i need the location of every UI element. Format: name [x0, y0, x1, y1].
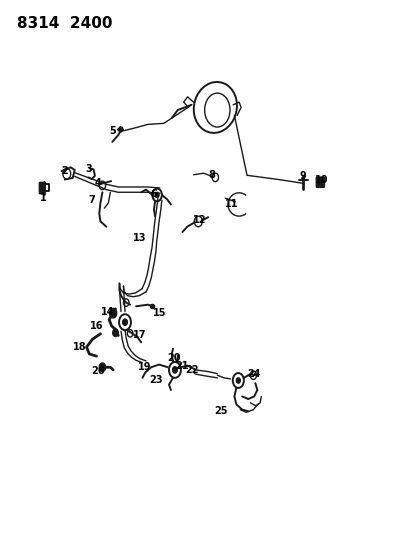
Text: 9: 9 [299, 172, 306, 181]
Circle shape [99, 363, 106, 372]
Text: 11: 11 [225, 199, 239, 209]
Text: 14: 14 [101, 306, 115, 317]
Circle shape [122, 319, 127, 325]
Text: 4: 4 [95, 177, 102, 188]
Text: 22: 22 [185, 365, 198, 375]
Text: 17: 17 [132, 330, 146, 341]
Text: 12: 12 [193, 215, 206, 225]
Text: 20: 20 [167, 353, 180, 362]
Circle shape [155, 192, 159, 198]
Text: 1: 1 [40, 192, 46, 203]
FancyBboxPatch shape [39, 182, 46, 195]
Text: 26: 26 [92, 366, 105, 376]
Text: 16: 16 [90, 321, 103, 331]
Text: 23: 23 [149, 375, 163, 385]
Text: 10: 10 [315, 175, 328, 185]
Circle shape [172, 367, 177, 373]
Text: 21: 21 [175, 361, 188, 370]
Text: 19: 19 [138, 362, 152, 372]
Text: 8: 8 [208, 170, 215, 180]
Text: 24: 24 [247, 369, 261, 379]
Text: 25: 25 [215, 406, 228, 416]
Text: 7: 7 [88, 195, 95, 205]
Text: 15: 15 [153, 308, 167, 318]
Text: 18: 18 [73, 342, 87, 352]
Text: 6: 6 [150, 189, 157, 199]
Text: 2: 2 [61, 166, 68, 176]
FancyBboxPatch shape [316, 176, 325, 188]
Text: 8314  2400: 8314 2400 [17, 16, 113, 31]
Circle shape [236, 378, 240, 383]
Text: 3: 3 [85, 165, 92, 174]
Text: 5: 5 [109, 126, 116, 136]
Text: 13: 13 [132, 233, 146, 244]
Circle shape [113, 329, 118, 336]
Circle shape [110, 309, 117, 318]
